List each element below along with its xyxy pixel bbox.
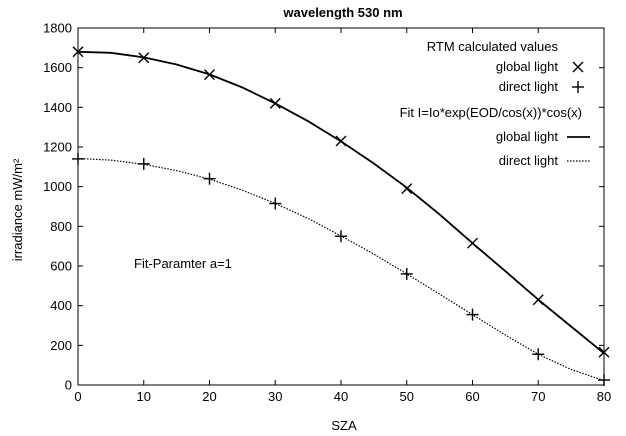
- y-tick-label: 0: [65, 378, 72, 393]
- x-tick-label: 40: [334, 389, 348, 404]
- y-tick-label: 200: [50, 338, 72, 353]
- legend-points-header: RTM calculated values: [427, 39, 559, 54]
- legend-symbol-global-points: [572, 61, 584, 73]
- fit-line-global-light: [77, 50, 605, 354]
- y-tick-label: 1200: [43, 140, 72, 155]
- direct-light-point: [532, 348, 545, 361]
- global-light-point: [269, 97, 281, 109]
- legend-label-global-fit: global light: [496, 129, 559, 144]
- chart-title: wavelength 530 nm: [282, 5, 402, 20]
- x-tick-label: 80: [597, 389, 611, 404]
- y-tick-label: 600: [50, 259, 72, 274]
- x-tick-label: 70: [531, 389, 545, 404]
- global-light-point: [72, 46, 84, 58]
- ticks: 0 10 20 30 40 50 60 70 8002004006008001000120014…: [43, 21, 611, 405]
- direct-light-point: [400, 267, 413, 280]
- direct-light-point: [335, 230, 347, 243]
- y-tick-label: 1400: [43, 100, 72, 115]
- legend-label-global-points: global light: [496, 59, 559, 74]
- direct-light-point: [269, 197, 282, 210]
- fit-curves: [77, 50, 605, 382]
- legend-symbol-direct-points: [572, 81, 584, 93]
- legend-fit-header: Fit I=Io*exp(EOD/cos(x))*cos(x): [400, 105, 582, 120]
- global-light-point: [138, 52, 150, 64]
- legend: RTM calculated values global light direc…: [400, 39, 590, 168]
- legend-label-direct-fit: direct light: [499, 153, 559, 168]
- y-tick-label: 400: [50, 298, 72, 313]
- x-tick-label: 50: [400, 389, 414, 404]
- global-light-point: [335, 135, 347, 147]
- direct-light-point: [466, 308, 479, 321]
- fit-parameter-annotation: Fit-Paramter a=1: [134, 256, 232, 271]
- global-light-point: [204, 69, 215, 81]
- global-light-point: [401, 183, 413, 195]
- global-light-point: [532, 294, 544, 306]
- x-tick-label: 20: [202, 389, 216, 404]
- y-tick-label: 800: [50, 219, 72, 234]
- x-tick-label: 30: [268, 389, 282, 404]
- direct-light-point: [598, 374, 610, 387]
- global-light-point: [467, 237, 478, 249]
- x-tick-label: 0: [74, 389, 81, 404]
- legend-symbols: [567, 61, 590, 162]
- direct-light-point: [72, 152, 84, 165]
- x-tick-label: 60: [465, 389, 479, 404]
- legend-label-direct-points: direct light: [499, 79, 559, 94]
- direct-light-point: [137, 157, 150, 170]
- y-tick-label: 1000: [43, 179, 72, 194]
- y-tick-label: 1800: [43, 21, 72, 36]
- y-axis-label: irradiance mW/m²: [10, 158, 25, 261]
- direct-light-point: [203, 172, 216, 185]
- data-markers: [72, 46, 610, 387]
- x-tick-label: 10: [137, 389, 151, 404]
- global-light-point: [598, 346, 610, 358]
- x-axis-label: SZA: [331, 418, 357, 433]
- y-tick-label: 1600: [43, 60, 72, 75]
